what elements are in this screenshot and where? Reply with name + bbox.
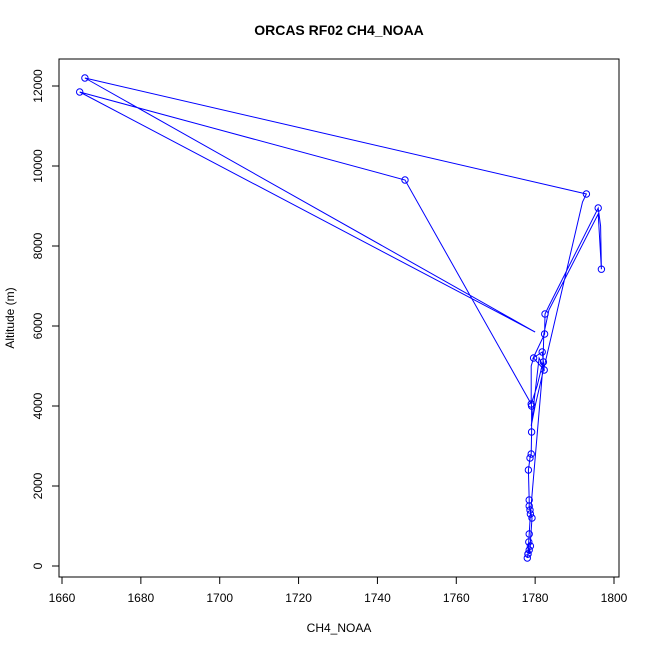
data-point bbox=[539, 358, 548, 366]
data-points bbox=[76, 74, 606, 562]
data-point bbox=[597, 265, 606, 273]
y-axis-label: Altitude (m) bbox=[3, 287, 17, 348]
x-tick-label: 1800 bbox=[601, 591, 628, 605]
y-tick-label: 4000 bbox=[31, 392, 45, 419]
data-point bbox=[523, 554, 531, 562]
data-point bbox=[526, 542, 535, 550]
data-point bbox=[525, 530, 533, 538]
data-point bbox=[540, 330, 549, 338]
data-point bbox=[401, 176, 409, 184]
data-point bbox=[594, 204, 602, 212]
x-tick-label: 1740 bbox=[364, 591, 391, 605]
x-axis: 1660 1680 1700 1720 1740 1760 1780 1800 bbox=[49, 577, 628, 605]
plot-area bbox=[76, 74, 606, 562]
chart-title: ORCAS RF02 CH4_NOAA bbox=[254, 22, 424, 38]
y-tick-label: 6000 bbox=[31, 312, 45, 339]
y-tick-label: 10000 bbox=[31, 149, 45, 183]
data-point bbox=[76, 88, 84, 96]
data-point bbox=[524, 466, 533, 474]
y-axis: 0 2000 4000 6000 8000 10000 12000 bbox=[31, 69, 59, 569]
data-point bbox=[527, 400, 535, 408]
data-point bbox=[525, 546, 533, 554]
x-axis-label: CH4_NOAA bbox=[307, 621, 372, 635]
x-tick-label: 1760 bbox=[443, 591, 470, 605]
x-tick-label: 1700 bbox=[206, 591, 233, 605]
data-point bbox=[526, 506, 534, 514]
data-point bbox=[527, 428, 536, 436]
series-line bbox=[79, 77, 602, 559]
data-point bbox=[541, 310, 549, 318]
data-point bbox=[527, 450, 535, 458]
data-point bbox=[81, 74, 89, 82]
data-point bbox=[529, 354, 538, 362]
data-point bbox=[525, 496, 533, 504]
y-tick-label: 8000 bbox=[31, 232, 45, 259]
data-point bbox=[525, 538, 533, 546]
data-point bbox=[540, 366, 548, 374]
plot-frame bbox=[58, 58, 620, 578]
data-point bbox=[526, 454, 534, 462]
data-point bbox=[582, 190, 591, 198]
y-tick-label: 2000 bbox=[31, 472, 45, 499]
x-tick-label: 1680 bbox=[128, 591, 155, 605]
y-tick-label: 12000 bbox=[31, 69, 45, 103]
data-point bbox=[528, 514, 536, 522]
data-point bbox=[538, 348, 546, 356]
x-tick-label: 1780 bbox=[522, 591, 549, 605]
data-point bbox=[524, 550, 532, 558]
x-tick-label: 1660 bbox=[49, 591, 76, 605]
y-tick-label: 0 bbox=[31, 562, 45, 569]
x-tick-label: 1720 bbox=[285, 591, 312, 605]
data-point bbox=[526, 510, 535, 518]
